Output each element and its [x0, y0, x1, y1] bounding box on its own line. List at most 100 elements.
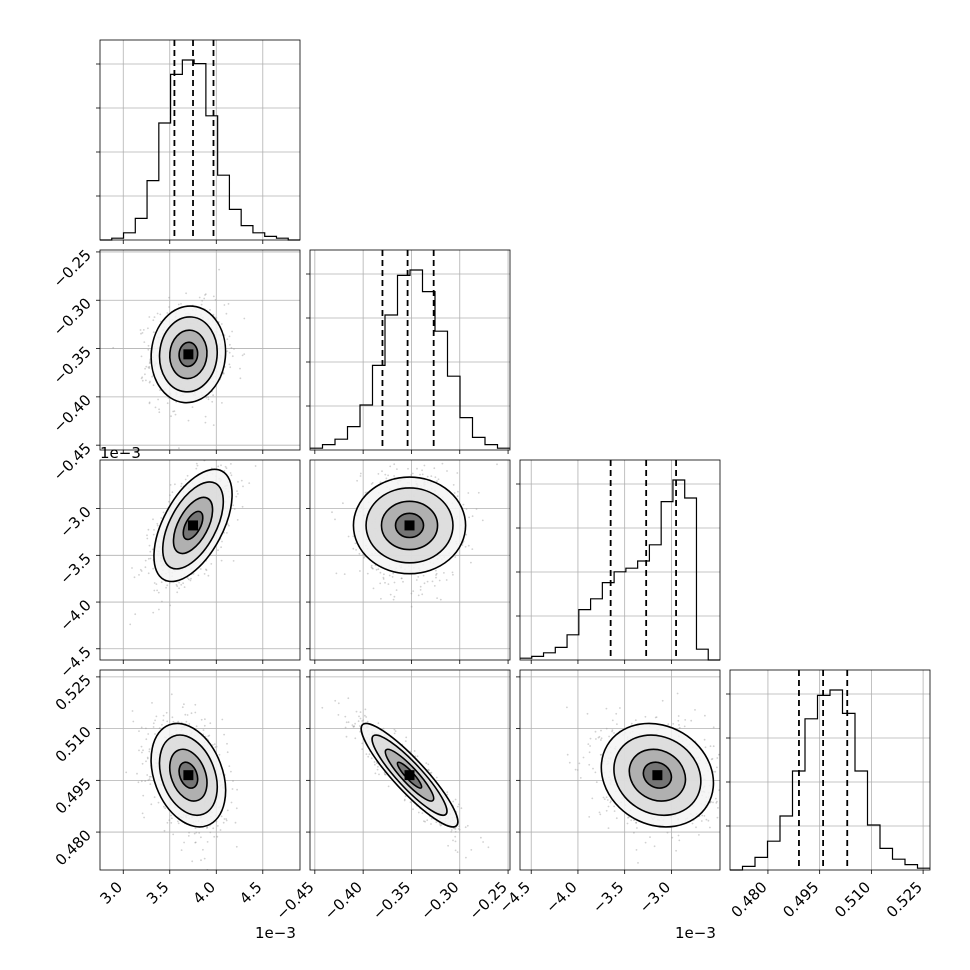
density-contour [365, 487, 454, 564]
sample-point [412, 808, 414, 811]
sample-point [435, 574, 437, 576]
sample-point [203, 724, 206, 727]
sample-point [226, 532, 228, 534]
sample-point [243, 317, 246, 320]
sample-point [142, 794, 145, 797]
sample-point [364, 491, 367, 494]
sample-point [195, 462, 198, 465]
sample-point [410, 605, 413, 608]
sample-point [172, 720, 175, 723]
sample-point [464, 545, 467, 548]
sample-point [133, 576, 136, 579]
sample-point [694, 709, 696, 711]
sample-point [450, 829, 453, 831]
sample-point [180, 849, 183, 851]
sample-point [229, 343, 231, 346]
sample-point [357, 720, 360, 723]
sample-point [214, 746, 217, 749]
sample-point [410, 592, 413, 595]
density-contour [394, 512, 425, 539]
sample-point [443, 572, 445, 574]
sample-point [377, 722, 380, 725]
sample-point [203, 573, 206, 575]
sample-point [211, 744, 214, 746]
sample-point [388, 574, 391, 577]
sample-point [465, 508, 468, 510]
sample-point [166, 312, 169, 314]
sample-point [599, 813, 602, 816]
sample-point [131, 567, 133, 569]
sample-point [226, 350, 229, 352]
sample-point [359, 717, 362, 720]
sample-point [481, 519, 484, 522]
sample-point [412, 590, 415, 592]
sample-point [152, 567, 155, 570]
sample-point [153, 582, 156, 584]
density-peak [404, 770, 415, 781]
sample-point [438, 579, 441, 582]
sample-point [611, 729, 614, 731]
sample-point [358, 552, 361, 555]
sample-point [446, 470, 448, 472]
density-panel-3-0 [125, 693, 239, 870]
sample-point [210, 563, 213, 565]
sample-point [239, 377, 242, 380]
sample-point [383, 573, 385, 576]
sample-point [379, 582, 382, 585]
sample-point [228, 363, 231, 366]
sample-point [192, 572, 195, 575]
sample-point [400, 577, 403, 580]
sample-point [407, 467, 409, 470]
sample-point [222, 443, 224, 445]
sample-point [197, 574, 200, 577]
sample-point [194, 841, 197, 844]
sample-point [188, 831, 191, 834]
sample-point [159, 457, 161, 459]
sample-point [613, 805, 615, 808]
sample-point [345, 721, 348, 724]
sample-point [452, 839, 454, 842]
sample-point [440, 824, 443, 826]
sample-point [230, 346, 233, 349]
sample-point [194, 827, 197, 829]
sample-point [146, 534, 148, 537]
sample-point [354, 722, 356, 725]
sample-point [148, 750, 151, 753]
sample-point [213, 743, 216, 745]
sample-point [439, 598, 442, 601]
sample-point [191, 406, 194, 408]
sample-point [361, 748, 364, 750]
sample-point [595, 738, 597, 740]
density-contour [172, 496, 214, 555]
sample-point [148, 544, 151, 547]
sample-point [146, 756, 149, 759]
sample-point [377, 473, 380, 475]
sample-point [677, 715, 680, 717]
sample-point [152, 611, 155, 614]
sample-point [205, 568, 207, 571]
sample-point [433, 585, 436, 587]
sample-point [384, 473, 387, 476]
sample-point [359, 570, 361, 572]
sample-point [467, 492, 470, 494]
sample-point [154, 719, 157, 722]
sample-point [419, 585, 422, 588]
sample-point [377, 568, 380, 571]
sample-point [452, 484, 455, 486]
sample-point [423, 582, 426, 585]
sample-point [227, 303, 230, 305]
sample-point [351, 724, 354, 726]
sample-point [456, 472, 459, 474]
sample-point [393, 463, 396, 466]
sample-point [183, 703, 185, 706]
sample-point [465, 533, 468, 536]
sample-point [198, 296, 201, 299]
sample-point [220, 546, 223, 549]
sample-point [143, 816, 146, 819]
sample-point [441, 462, 444, 465]
sample-point [345, 735, 348, 738]
sample-point [202, 848, 204, 851]
sample-point [141, 376, 144, 379]
sample-point [454, 835, 457, 838]
sample-point [221, 540, 223, 543]
